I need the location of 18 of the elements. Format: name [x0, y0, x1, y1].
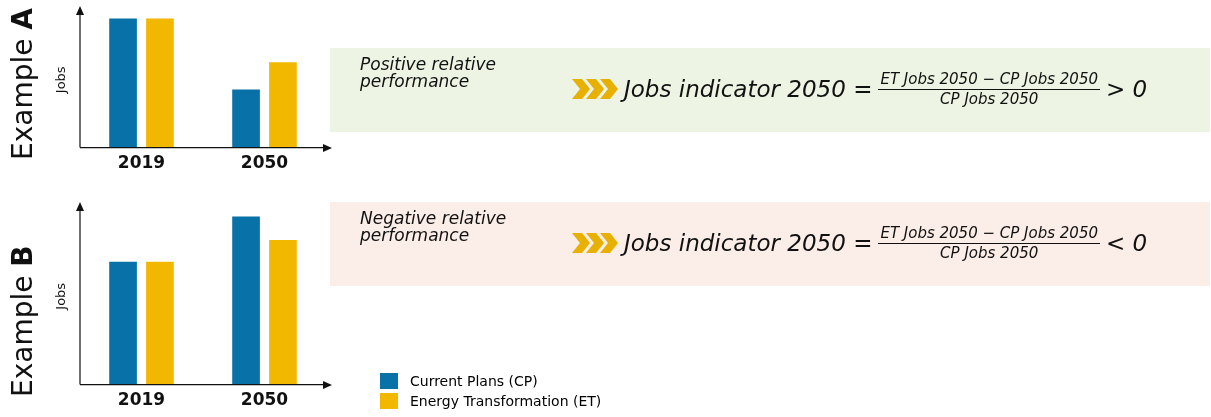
- text: > 0: [1105, 76, 1148, 102]
- text: < 0: [1105, 230, 1148, 256]
- text: Positive relative performance: [360, 54, 498, 91]
- text: Example A: [6, 7, 39, 160]
- y-axis-title: Jobs: [53, 66, 69, 95]
- text: Example B: [6, 245, 39, 397]
- text: Negative relative performance: [360, 208, 508, 245]
- text: ET Jobs 2050 − CP Jobs 2050: [878, 224, 1100, 244]
- x-tick-label: 2019: [117, 152, 166, 173]
- text: CP Jobs 2050: [940, 244, 1039, 262]
- legend-label: Current Plans (CP): [409, 372, 539, 391]
- x-tick-label: 2050: [240, 152, 289, 173]
- text: ET Jobs 2050 − CP Jobs 2050: [878, 70, 1100, 90]
- x-tick-label: 2050: [240, 389, 289, 410]
- text: CP Jobs 2050: [940, 90, 1039, 108]
- x-tick-label: 2019: [117, 389, 166, 410]
- legend-label: Energy Transformation (ET): [409, 392, 602, 411]
- y-axis-title: Jobs: [53, 282, 69, 311]
